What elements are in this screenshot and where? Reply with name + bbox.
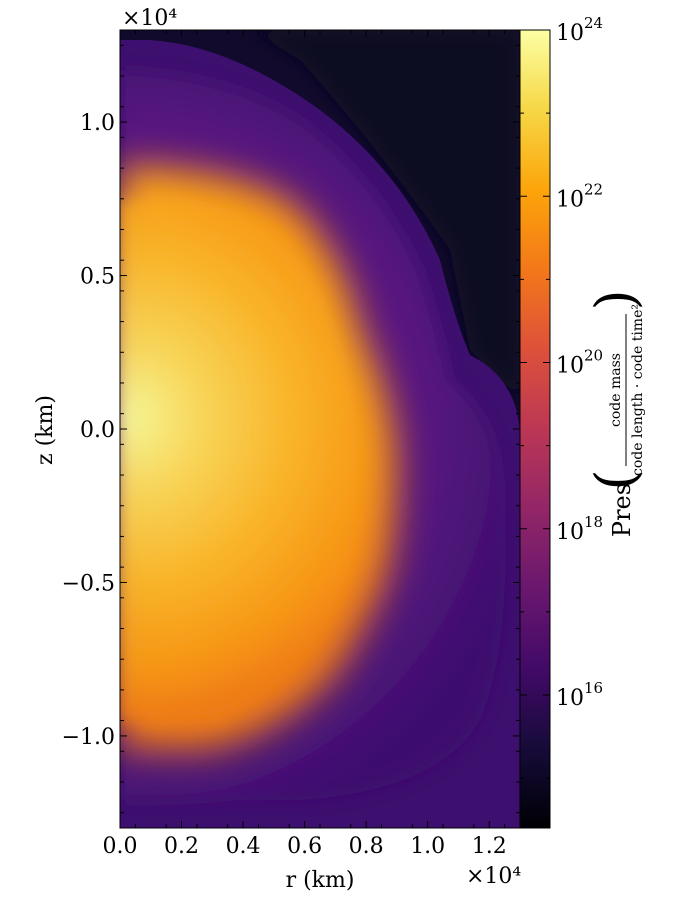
core-inner-region (120, 200, 349, 722)
colorbar-paren-right: ) (584, 289, 647, 310)
y-multiplier: ×10⁴ (122, 6, 177, 31)
colorbar-tick-exponent: 16 (584, 679, 603, 697)
colorbar-label-main: Pres (608, 483, 636, 537)
colorbar-tick-exponent: 22 (584, 180, 603, 198)
y-tick-label: 1.0 (80, 111, 115, 136)
y-tick-label: −1.0 (62, 725, 115, 750)
colorbar-label: Pres ( code mass code length · code time… (584, 289, 647, 537)
x-tick-label: 1.2 (472, 834, 507, 859)
x-tick-label: 0.0 (103, 834, 138, 859)
x-axis: 0.0 0.2 0.4 0.6 0.8 1.0 1.2 (103, 30, 507, 859)
y-tick-label: 0.5 (80, 265, 115, 290)
colorbar-tick-label: 1020 (556, 347, 603, 379)
colorbar-tick-exponent: 20 (584, 347, 603, 365)
y-tick-label: −0.5 (62, 571, 115, 596)
x-axis-label: r (km) (286, 868, 355, 893)
colorbar-tick-exponent: 24 (584, 14, 603, 32)
x-tick-label: 0.8 (349, 834, 384, 859)
x-tick-label: 0.2 (164, 834, 199, 859)
y-axis: −1.0 −0.5 0.0 0.5 1.0 (62, 44, 520, 814)
x-tick-label: 1.0 (410, 834, 445, 859)
x-multiplier: ×10⁴ (466, 864, 521, 889)
colorbar (519, 29, 551, 829)
x-tick-label: 0.6 (287, 834, 322, 859)
colorbar-tick-label: 1024 (556, 14, 603, 46)
y-axis-label: z (km) (33, 395, 58, 465)
colorbar-tick-label: 1018 (556, 513, 603, 545)
void-region (250, 30, 520, 400)
colorbar-paren-left: ( (584, 469, 647, 490)
colorbar-label-denominator: code length · code time² (630, 304, 646, 476)
colorbar-label-numerator: code mass (608, 353, 624, 427)
x-tick-label: 0.4 (226, 834, 261, 859)
colorbar-tick-label: 1022 (556, 180, 603, 212)
y-tick-label: 0.0 (80, 418, 115, 443)
colorbar-tick-exponent: 18 (584, 513, 603, 531)
colorbar-tick-label: 1016 (556, 679, 603, 711)
